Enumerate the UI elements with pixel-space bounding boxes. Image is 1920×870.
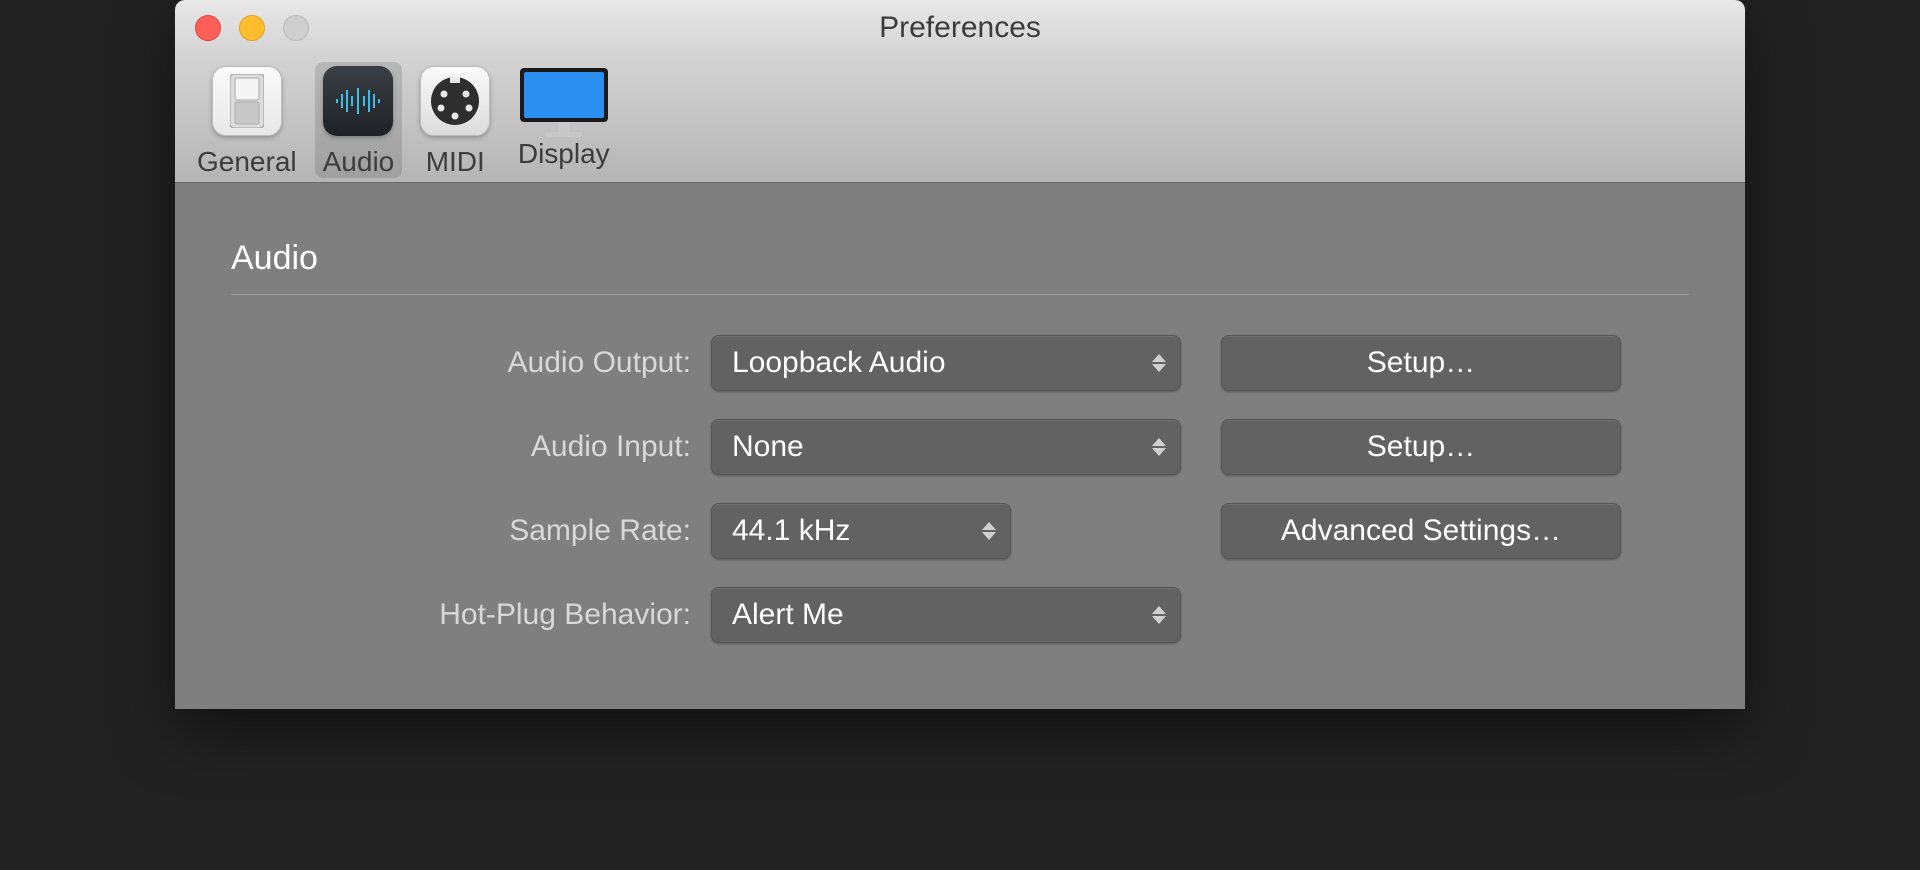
audio-input-select[interactable]: None — [711, 419, 1181, 475]
tab-audio[interactable]: Audio — [315, 62, 403, 178]
hot-plug-value: Alert Me — [732, 598, 844, 632]
sample-rate-select[interactable]: 44.1 kHz — [711, 503, 1011, 559]
zoom-window-button[interactable] — [283, 15, 309, 41]
tab-midi[interactable]: MIDI — [412, 62, 498, 178]
window-title: Preferences — [879, 11, 1041, 45]
audio-output-setup-button[interactable]: Setup… — [1221, 335, 1621, 391]
section-title-audio: Audio — [231, 239, 1689, 295]
audio-output-value: Loopback Audio — [732, 346, 946, 380]
tab-midi-label: MIDI — [426, 146, 485, 178]
row-audio-input: Audio Input: None Setup… — [231, 419, 1689, 475]
minimize-window-button[interactable] — [239, 15, 265, 41]
close-window-button[interactable] — [195, 15, 221, 41]
row-hot-plug: Hot-Plug Behavior: Alert Me — [231, 587, 1689, 643]
chevron-updown-icon — [1152, 354, 1166, 372]
tab-general-label: General — [197, 146, 297, 178]
window-controls — [175, 15, 309, 41]
row-sample-rate: Sample Rate: 44.1 kHz Advanced Settings… — [231, 503, 1689, 559]
sample-rate-label: Sample Rate: — [231, 514, 711, 548]
waveform-icon — [323, 66, 393, 136]
row-audio-output: Audio Output: Loopback Audio Setup… — [231, 335, 1689, 391]
display-monitor-icon — [516, 66, 611, 138]
sample-rate-value: 44.1 kHz — [732, 514, 850, 548]
audio-panel: Audio Audio Output: Loopback Audio Setup… — [175, 183, 1745, 709]
tab-display-label: Display — [518, 138, 610, 170]
hot-plug-label: Hot-Plug Behavior: — [231, 598, 711, 632]
tab-display[interactable]: Display — [508, 62, 619, 178]
switch-icon — [212, 66, 282, 136]
audio-input-label: Audio Input: — [231, 430, 711, 464]
audio-output-select[interactable]: Loopback Audio — [711, 335, 1181, 391]
advanced-settings-button[interactable]: Advanced Settings… — [1221, 503, 1621, 559]
midi-connector-icon — [420, 66, 490, 136]
tab-audio-label: Audio — [323, 146, 395, 178]
preferences-toolbar: General Audi — [175, 56, 1745, 183]
audio-output-label: Audio Output: — [231, 346, 711, 380]
audio-input-value: None — [732, 430, 804, 464]
chevron-updown-icon — [1152, 438, 1166, 456]
chevron-updown-icon — [1152, 606, 1166, 624]
chevron-updown-icon — [982, 522, 996, 540]
tab-general[interactable]: General — [189, 62, 305, 178]
hot-plug-select[interactable]: Alert Me — [711, 587, 1181, 643]
audio-input-setup-button[interactable]: Setup… — [1221, 419, 1621, 475]
preferences-window: Preferences General — [175, 0, 1745, 709]
titlebar: Preferences — [175, 0, 1745, 56]
